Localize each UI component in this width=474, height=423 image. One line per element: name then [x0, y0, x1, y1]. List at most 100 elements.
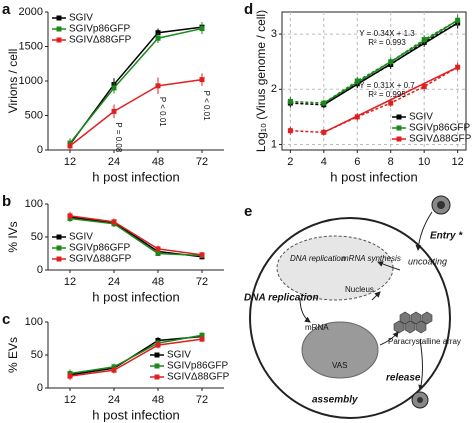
assembly-label: assembly [312, 395, 358, 406]
x-tick-label: 2 [287, 156, 293, 168]
x-tick-label: 48 [152, 276, 164, 288]
uncoating-label: uncoating [408, 256, 447, 266]
virion-core [437, 201, 445, 209]
x-tick-label: 8 [388, 156, 394, 168]
marker [67, 373, 73, 379]
arrow [418, 339, 425, 391]
cell [249, 217, 451, 419]
fit-equation: Y = 0.31X + 0.7 [359, 81, 415, 90]
marker [111, 367, 117, 373]
x-tick-label: 48 [152, 156, 164, 168]
x-tick-label: 48 [152, 394, 164, 406]
y-tick-label: 0 [37, 144, 43, 156]
series-line [69, 27, 203, 144]
entry-label: Entry * [430, 231, 463, 242]
marker [111, 219, 117, 225]
marker [199, 336, 205, 342]
y-axis-title: Virions / cell [6, 49, 20, 113]
marker [287, 128, 293, 134]
x-tick-label: 72 [196, 276, 208, 288]
legend-marker [154, 352, 160, 358]
legend-label: SGIVp86GFP [69, 243, 130, 254]
hexagon-array [393, 311, 433, 334]
legend-marker [396, 136, 402, 142]
y-tick-label: 2 [271, 83, 277, 95]
legend-marker [56, 234, 62, 240]
marker [455, 17, 461, 23]
y-tick-label: 100 [25, 198, 43, 210]
annotation: P < 0.01 [158, 97, 167, 127]
annotation: P < 0.01 [202, 91, 211, 121]
series-line [69, 215, 203, 256]
dna-replication-label: DNA replication [244, 293, 319, 304]
y-axis-title: Log₁₀ (Virus genome / cell) [254, 10, 268, 152]
series-line [69, 78, 203, 147]
legend-label: SGIVΔ88GFP [69, 35, 132, 46]
marker [67, 213, 73, 219]
legend-label: SGIVΔ88GFP [167, 372, 230, 383]
x-tick-label: 24 [108, 276, 120, 288]
nucleus-shape [276, 235, 394, 301]
panel-label: a [2, 1, 11, 18]
x-tick-label: 24 [108, 156, 120, 168]
nuclear-replication-label: DNA replication [290, 254, 346, 263]
marker [421, 37, 427, 43]
x-axis-title: h post infection [92, 407, 179, 422]
marker [199, 332, 205, 338]
y-tick-label: 0 [37, 382, 43, 394]
x-tick-label: 12 [64, 394, 76, 406]
mrna-label: mRNA [305, 323, 329, 332]
legend-marker [154, 374, 160, 380]
legend-label: SGIV [69, 232, 93, 243]
legend-marker [154, 363, 160, 369]
y-tick-label: 50 [31, 231, 43, 243]
plot-frame [281, 11, 467, 151]
annotation: P = 0.08 [114, 122, 123, 152]
marker [111, 108, 117, 114]
series-line [69, 338, 203, 377]
marker [155, 246, 161, 252]
vas-label: VAS [332, 361, 347, 370]
y-tick-label: 100 [25, 316, 43, 328]
series-line [69, 334, 203, 375]
marker [199, 252, 205, 258]
x-axis-title: h post infection [92, 169, 179, 184]
virion-core [417, 397, 423, 403]
x-tick-label: 12 [64, 156, 76, 168]
legend-marker [396, 114, 402, 120]
legend-label: SGIVp86GFP [409, 123, 470, 134]
marker [388, 59, 394, 65]
vas-shape [301, 321, 379, 379]
nucleus-label: Nucleus [345, 285, 374, 294]
x-tick-label: 24 [108, 394, 120, 406]
y-axis-title: % EVs [6, 337, 20, 373]
y-tick-label: 1 [271, 138, 277, 150]
diagram: e Entry * uncoating DNA replication mRNA… [244, 195, 463, 419]
marker [199, 26, 205, 32]
y-tick-label: 50 [31, 349, 43, 361]
marker [388, 100, 394, 106]
marker [321, 100, 327, 106]
x-tick-label: 4 [321, 156, 327, 168]
legend-label: SGIV [409, 112, 433, 123]
y-tick-label: 500 [25, 109, 43, 121]
arrow [299, 297, 311, 323]
legend-marker [56, 15, 62, 21]
y-tick-label: 1500 [19, 40, 43, 52]
marker [354, 78, 360, 84]
marker [321, 129, 327, 135]
x-axis-title: h post infection [330, 169, 417, 184]
series-line [290, 66, 459, 134]
y-axis-title: % IVs [6, 221, 20, 252]
legend-label: SGIV [69, 13, 93, 24]
marker [155, 35, 161, 41]
marker [155, 342, 161, 348]
arrow [379, 331, 399, 346]
x-tick-label: 72 [196, 156, 208, 168]
x-tick-label: 72 [196, 394, 208, 406]
arrow [377, 261, 401, 271]
array-label: Paracrystalline array [388, 337, 461, 346]
legend-marker [56, 256, 62, 262]
marker [354, 114, 360, 120]
